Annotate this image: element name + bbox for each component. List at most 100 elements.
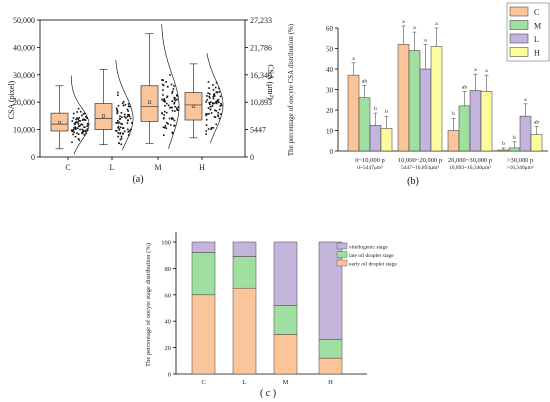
y-tick-label: 20: [326, 107, 334, 115]
data-point: [73, 127, 75, 129]
x-tick-label: L: [243, 379, 247, 386]
data-point: [118, 129, 121, 131]
data-point: [218, 87, 220, 90]
data-point: [117, 91, 119, 94]
data-points: [115, 91, 133, 146]
legend-swatch-L: [509, 33, 529, 44]
data-point: [119, 138, 122, 141]
data-point: [161, 79, 163, 81]
data-point: [121, 116, 123, 119]
data-point: [77, 118, 79, 121]
data-point: [128, 134, 130, 136]
data-point: [128, 129, 131, 132]
panel-b-caption: (b): [407, 176, 419, 187]
y-right-tick-label: 5447: [250, 126, 266, 135]
data-point: [117, 135, 119, 138]
legend-swatch: [336, 259, 348, 267]
data-point: [81, 124, 84, 126]
y-tick-label: 40: [326, 66, 334, 74]
x-category-sublabel: 10,893~16,340μm²: [449, 165, 491, 171]
data-point: [128, 105, 131, 108]
data-point: [119, 126, 122, 129]
data-point: [120, 135, 123, 138]
data-point: [82, 129, 85, 132]
x-tick-label: M: [283, 379, 289, 386]
data-point: [71, 130, 74, 133]
data-point: [130, 122, 133, 124]
data-point: [126, 122, 129, 124]
data-point: [77, 133, 80, 135]
data-point: [72, 129, 75, 131]
data-point: [76, 132, 78, 134]
data-point: [73, 131, 75, 134]
data-point: [79, 120, 81, 122]
data-point: [170, 106, 172, 109]
data-point: [116, 112, 119, 115]
data-point: [118, 142, 120, 145]
data-point: [76, 117, 78, 119]
y-right-tick-label: 0: [250, 153, 254, 162]
mean-marker: [101, 114, 106, 118]
box-L: [94, 103, 113, 130]
stack-segment-1: [232, 256, 257, 289]
data-point: [117, 125, 120, 128]
data-point: [115, 107, 118, 110]
y-tick-label: 40,000: [13, 43, 35, 52]
x-category-label: 10,000~20,000 p: [398, 157, 442, 164]
data-point: [173, 101, 176, 104]
data-point: [205, 118, 208, 121]
stack-segment-2: [273, 241, 298, 306]
data-point: [116, 110, 119, 113]
data-point: [124, 103, 127, 106]
data-point: [173, 125, 175, 127]
data-point: [127, 119, 129, 121]
data-point: [177, 106, 180, 108]
significance-letter: a: [402, 19, 405, 25]
x-category-label: 20,000~30,000 p: [448, 157, 492, 164]
data-point: [208, 102, 211, 104]
data-point: [205, 130, 208, 132]
data-point: [115, 130, 118, 132]
data-point: [205, 113, 207, 115]
data-point: [173, 119, 176, 122]
data-point: [217, 115, 220, 117]
data-point: [83, 134, 86, 136]
data-point: [205, 114, 207, 117]
data-point: [77, 138, 80, 140]
y-tick-label: 10: [326, 128, 334, 136]
y-tick-label: 20,000: [13, 98, 35, 107]
data-point: [76, 111, 78, 113]
data-point: [86, 125, 88, 128]
density-curve: [70, 75, 90, 155]
data-point: [77, 107, 80, 110]
significance-letter: a: [424, 37, 427, 43]
data-point: [162, 100, 165, 102]
data-point: [82, 132, 84, 134]
data-point: [161, 83, 164, 86]
data-point: [84, 119, 87, 121]
stack-segment-1: [191, 252, 216, 296]
data-point: [166, 102, 168, 105]
significance-letter: b: [513, 135, 516, 141]
data-point: [174, 99, 177, 102]
box-H: [184, 92, 203, 121]
data-point: [219, 95, 222, 98]
data-point: [83, 118, 86, 121]
x-tick-label: H: [328, 379, 333, 386]
data-point: [208, 95, 210, 98]
data-point: [162, 79, 164, 81]
data-point: [163, 114, 165, 116]
data-point: [176, 94, 178, 96]
y-tick-label: 100: [161, 240, 171, 247]
data-point: [214, 109, 216, 112]
data-point: [123, 115, 126, 118]
data-point: [117, 122, 120, 125]
data-point: [171, 92, 173, 94]
legend-label: early oil droplet stage: [349, 262, 397, 268]
data-point: [215, 91, 218, 93]
data-point: [126, 115, 129, 118]
data-point: [120, 122, 122, 125]
legend-swatch-H: [509, 47, 529, 57]
data-point: [123, 113, 126, 116]
data-point: [120, 112, 123, 114]
